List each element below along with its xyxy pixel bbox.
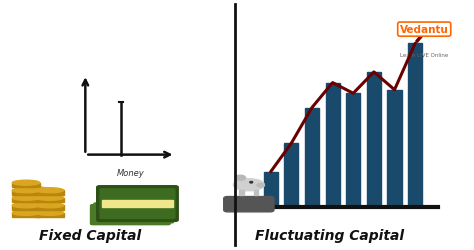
Ellipse shape <box>12 188 40 193</box>
Bar <box>326 83 340 208</box>
FancyBboxPatch shape <box>100 189 175 218</box>
FancyBboxPatch shape <box>36 213 64 218</box>
FancyBboxPatch shape <box>24 196 47 200</box>
Text: Fixed Capital: Fixed Capital <box>39 228 141 242</box>
Ellipse shape <box>36 196 64 200</box>
Ellipse shape <box>36 188 64 193</box>
FancyBboxPatch shape <box>97 186 178 222</box>
Bar <box>387 90 401 208</box>
FancyBboxPatch shape <box>12 206 40 210</box>
FancyBboxPatch shape <box>91 205 170 225</box>
FancyBboxPatch shape <box>36 206 64 210</box>
Ellipse shape <box>257 184 264 187</box>
Ellipse shape <box>12 210 40 216</box>
Ellipse shape <box>235 176 246 180</box>
Ellipse shape <box>24 201 47 205</box>
FancyBboxPatch shape <box>36 190 64 195</box>
Text: Money: Money <box>117 169 144 178</box>
FancyBboxPatch shape <box>24 189 47 194</box>
Ellipse shape <box>36 210 64 216</box>
FancyBboxPatch shape <box>12 190 40 195</box>
Bar <box>239 190 244 195</box>
FancyBboxPatch shape <box>24 203 47 208</box>
Text: Learn LIVE Online: Learn LIVE Online <box>400 52 448 58</box>
Text: Fluctuating Capital: Fluctuating Capital <box>255 228 404 242</box>
FancyBboxPatch shape <box>102 200 173 208</box>
Bar <box>305 108 319 208</box>
Bar <box>264 172 278 208</box>
Ellipse shape <box>12 180 40 186</box>
Bar <box>408 44 422 208</box>
Bar <box>367 72 381 208</box>
Ellipse shape <box>36 203 64 208</box>
FancyBboxPatch shape <box>36 198 64 202</box>
Ellipse shape <box>24 194 47 198</box>
Text: Vedantu: Vedantu <box>400 25 449 35</box>
FancyBboxPatch shape <box>94 203 173 223</box>
Bar <box>346 94 360 208</box>
FancyBboxPatch shape <box>224 197 274 212</box>
FancyBboxPatch shape <box>12 198 40 202</box>
Ellipse shape <box>12 203 40 208</box>
Ellipse shape <box>233 179 264 191</box>
Bar <box>284 144 298 208</box>
Ellipse shape <box>250 182 253 183</box>
FancyBboxPatch shape <box>12 213 40 218</box>
Bar <box>254 190 258 195</box>
Ellipse shape <box>12 196 40 200</box>
Ellipse shape <box>24 187 47 192</box>
FancyBboxPatch shape <box>12 183 40 188</box>
